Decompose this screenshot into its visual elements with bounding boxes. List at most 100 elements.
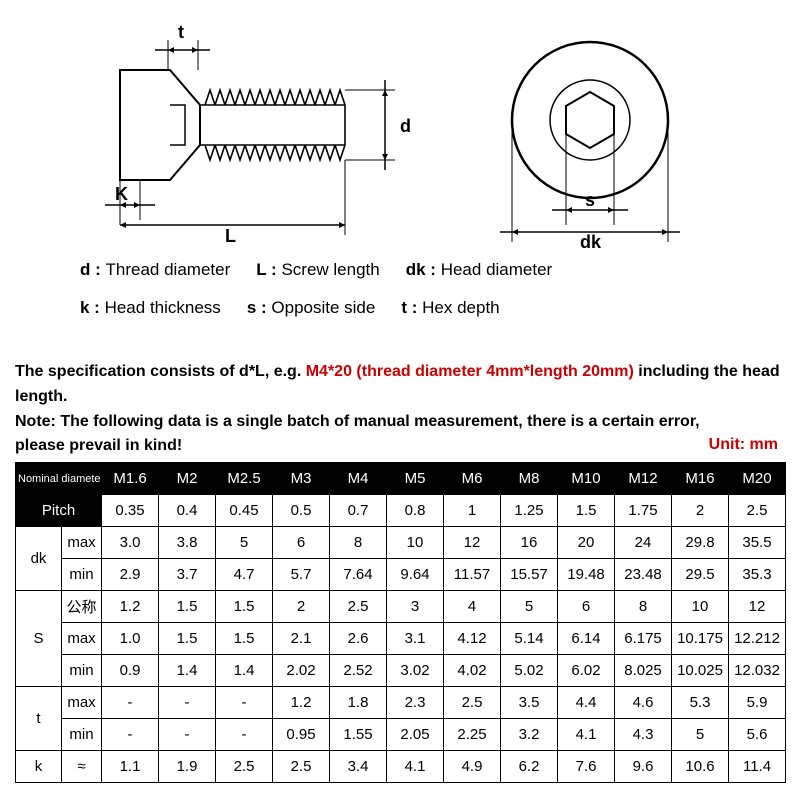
- row-group: S: [16, 591, 62, 687]
- cell: 6.14: [558, 623, 615, 655]
- cell: 1.4: [159, 655, 216, 687]
- legend-dk: dk : Head diameter: [406, 260, 552, 280]
- table-row: tmax---1.21.82.32.53.54.44.65.35.9: [16, 687, 786, 719]
- row-group: t: [16, 687, 62, 751]
- unit-label: Unit: mm: [709, 436, 778, 454]
- cell: 15.57: [501, 559, 558, 591]
- cell: 2.5: [729, 495, 786, 527]
- spec-line-3: please prevail in kind!: [15, 434, 785, 459]
- cell: 2.6: [330, 623, 387, 655]
- spec-table: Nominal diameter M1.6 M2 M2.5 M3 M4 M5 M…: [15, 462, 786, 783]
- cell: 10: [387, 527, 444, 559]
- cell: 8: [615, 591, 672, 623]
- cell: 5.9: [729, 687, 786, 719]
- screw-diagrams-svg: t d K L s dk: [0, 20, 800, 250]
- cell: 4.6: [615, 687, 672, 719]
- size-col: M10: [558, 463, 615, 495]
- diagram-area: t d K L s dk: [0, 20, 800, 250]
- row-group: k: [16, 751, 62, 783]
- row-group: Pitch: [16, 495, 102, 527]
- legend-area: d : Thread diameter L : Screw length dk …: [80, 260, 720, 336]
- cell: 3.1: [387, 623, 444, 655]
- cell: 12: [444, 527, 501, 559]
- cell: 4.7: [216, 559, 273, 591]
- cell: 0.5: [273, 495, 330, 527]
- cell: 12.032: [729, 655, 786, 687]
- cell: 6: [273, 527, 330, 559]
- cell: 1.75: [615, 495, 672, 527]
- size-col: M2.5: [216, 463, 273, 495]
- size-col: M1.6: [102, 463, 159, 495]
- cell: 4.1: [558, 719, 615, 751]
- cell: 3.7: [159, 559, 216, 591]
- cell: -: [102, 687, 159, 719]
- cell: 2.02: [273, 655, 330, 687]
- cell: 3.8: [159, 527, 216, 559]
- cell: 2.3: [387, 687, 444, 719]
- table-row: k≈1.11.92.52.53.44.14.96.27.69.610.611.4: [16, 751, 786, 783]
- dim-label-K: K: [115, 184, 128, 204]
- cell: 2.5: [330, 591, 387, 623]
- cell: 8.025: [615, 655, 672, 687]
- size-col: M16: [672, 463, 729, 495]
- cell: 11.57: [444, 559, 501, 591]
- cell: 19.48: [558, 559, 615, 591]
- cell: 10: [672, 591, 729, 623]
- cell: 5.14: [501, 623, 558, 655]
- size-col: M3: [273, 463, 330, 495]
- cell: 29.8: [672, 527, 729, 559]
- screw-side-view: [105, 40, 395, 235]
- cell: 2.25: [444, 719, 501, 751]
- cell: 3.5: [501, 687, 558, 719]
- cell: 11.4: [729, 751, 786, 783]
- cell: 1.2: [102, 591, 159, 623]
- cell: 0.4: [159, 495, 216, 527]
- cell: 3.0: [102, 527, 159, 559]
- cell: 4.02: [444, 655, 501, 687]
- table-row: dkmax3.03.8568101216202429.835.5: [16, 527, 786, 559]
- cell: 10.175: [672, 623, 729, 655]
- cell: 2: [672, 495, 729, 527]
- cell: 0.9: [102, 655, 159, 687]
- cell: 3: [387, 591, 444, 623]
- cell: 1.5: [159, 591, 216, 623]
- dim-label-L: L: [225, 226, 236, 246]
- cell: 1: [444, 495, 501, 527]
- cell: 5.7: [273, 559, 330, 591]
- legend-L: L : Screw length: [256, 260, 379, 280]
- cell: 2.05: [387, 719, 444, 751]
- header-nominal: Nominal diameter: [16, 463, 102, 495]
- dim-label-t: t: [178, 22, 184, 42]
- cell: 0.7: [330, 495, 387, 527]
- table-row: S公称1.21.51.522.5345681012: [16, 591, 786, 623]
- cell: 7.6: [558, 751, 615, 783]
- table-row: min2.93.74.75.77.649.6411.5715.5719.4823…: [16, 559, 786, 591]
- cell: 12.212: [729, 623, 786, 655]
- cell: 5: [501, 591, 558, 623]
- cell: 4.12: [444, 623, 501, 655]
- size-col: M4: [330, 463, 387, 495]
- row-sub: min: [62, 559, 102, 591]
- cell: 1.5: [216, 591, 273, 623]
- cell: 5.3: [672, 687, 729, 719]
- row-sub: max: [62, 527, 102, 559]
- cell: 4: [444, 591, 501, 623]
- cell: 3.2: [501, 719, 558, 751]
- cell: 4.1: [387, 751, 444, 783]
- table-row: min---0.951.552.052.253.24.14.355.6: [16, 719, 786, 751]
- size-col: M6: [444, 463, 501, 495]
- cell: 10.025: [672, 655, 729, 687]
- cell: 3.02: [387, 655, 444, 687]
- cell: 16: [501, 527, 558, 559]
- cell: 6: [558, 591, 615, 623]
- cell: 23.48: [615, 559, 672, 591]
- cell: -: [159, 687, 216, 719]
- cell: 0.8: [387, 495, 444, 527]
- cell: 1.55: [330, 719, 387, 751]
- cell: 1.9: [159, 751, 216, 783]
- spec-text-area: The specification consists of d*L, e.g. …: [15, 360, 785, 459]
- cell: 2.52: [330, 655, 387, 687]
- cell: 24: [615, 527, 672, 559]
- cell: 1.1: [102, 751, 159, 783]
- dim-label-dk: dk: [580, 232, 602, 250]
